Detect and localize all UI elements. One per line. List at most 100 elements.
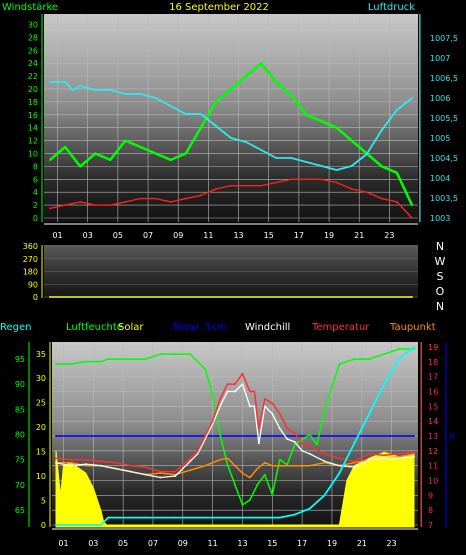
windchill-line-point: [323, 460, 326, 463]
wind-mean-line-point: [109, 204, 112, 206]
temperature-line-point: [226, 383, 229, 385]
pressure-line-point: [290, 157, 293, 159]
chart-title: 16 September 2022: [169, 2, 269, 13]
temperature-right-tick-label: 12: [428, 447, 438, 456]
soil-temp-line-point: [413, 435, 415, 437]
temperature-line-point: [196, 449, 199, 452]
direction-compass-label: N: [436, 240, 444, 253]
wind-x-tick-label: 01: [52, 231, 62, 240]
humidity-line-point: [383, 353, 386, 355]
windchill-line-point: [226, 390, 229, 393]
windchill-line-point: [159, 476, 162, 479]
humidity-line-point: [70, 363, 72, 366]
humidity-line-point: [226, 463, 229, 466]
humidity-line-point: [55, 363, 57, 366]
temperature-line-point: [398, 452, 400, 455]
wind-left-tick-label: 14: [28, 124, 38, 133]
wind-mean-line-point: [411, 217, 413, 219]
rain-left-tick-label: 5: [41, 497, 46, 506]
wind-mean-line-point: [350, 188, 353, 190]
windchill-line-point: [189, 460, 192, 463]
dewpoint-line-point: [263, 461, 266, 464]
windchill-line-point: [174, 475, 177, 477]
rain-line-point: [293, 513, 296, 516]
pressure-line-point: [335, 169, 338, 171]
pressure-right-tick-label: 1004: [430, 174, 450, 183]
windchill-line-point: [353, 466, 356, 469]
legend-label-temp-5cm: Temp. 5cm: [171, 322, 227, 333]
windchill-line-point: [383, 457, 386, 460]
pressure-line-point: [79, 85, 82, 87]
dewpoint-line-point: [256, 467, 259, 470]
humidity-line-point: [189, 353, 192, 355]
wind-speed-line-point: [199, 126, 202, 129]
temperature-line-point: [55, 457, 57, 460]
wind-speed-line-point: [79, 165, 82, 168]
temperature-line-point: [301, 442, 304, 445]
wind-x-tick-label: 11: [203, 231, 213, 240]
windchill-line-point: [249, 405, 251, 408]
wind-x-tick-label: 05: [113, 231, 123, 240]
humidity-line-point: [271, 493, 274, 496]
temperature-line-point: [70, 458, 72, 461]
humidity-line-point: [211, 393, 214, 396]
pressure-line-point: [124, 93, 127, 95]
pressure-line-point: [49, 81, 51, 83]
humidity-line-point: [316, 443, 318, 446]
humidity-line-point: [107, 358, 110, 360]
windchill-line-point: [234, 390, 236, 393]
temperature-right-tick-label: 15: [428, 402, 438, 411]
windchill-line-point: [253, 405, 256, 408]
wind-x-tick-label: 19: [324, 231, 334, 240]
temperature-line-point: [241, 372, 244, 375]
dewpoint-line-point: [204, 464, 207, 467]
wind-mean-line-point: [79, 200, 82, 203]
wind-speed-line-point: [260, 62, 263, 65]
temperature-line-point: [84, 458, 87, 461]
windchill-line-point: [144, 473, 147, 476]
humidity-line-point: [114, 358, 117, 360]
temperature-line-point: [144, 466, 147, 469]
temperature-line-point: [253, 390, 256, 393]
pressure-line-point: [260, 149, 263, 151]
rain-line: [56, 346, 415, 526]
pressure-right-tick-label: 1006,5: [430, 74, 458, 83]
wind-mean-line-point: [335, 181, 338, 184]
temperature-line-point: [219, 397, 221, 400]
rain-line-point: [383, 383, 386, 385]
temperature-line-point: [383, 454, 386, 457]
dewpoint-line-point: [211, 461, 214, 464]
dewpoint-line-point: [241, 472, 244, 474]
humidity-line-point: [368, 358, 371, 360]
wind-speed-line-point: [320, 120, 323, 123]
humidity-line-point: [398, 348, 400, 350]
humidity-line-point: [99, 360, 102, 363]
temperature-line-point: [114, 461, 117, 464]
pressure-line-point: [411, 97, 413, 99]
pressure-right-tick-label: 1005,5: [430, 114, 458, 123]
windchill-line-point: [70, 464, 72, 467]
temperature-line-point: [278, 412, 281, 415]
pressure-line-point: [154, 97, 157, 99]
rain-line-point: [174, 516, 177, 519]
windchill-line-point: [398, 457, 400, 460]
wind-x-tick-label: 23: [384, 231, 394, 240]
humidity-line-point: [413, 348, 415, 350]
temperature-line-point: [323, 452, 326, 455]
climate-x-tick-label: 03: [88, 539, 98, 548]
direction-tick-label: 270: [23, 255, 38, 264]
dewpoint-line-point: [278, 464, 281, 467]
wind-mean-line-point: [320, 178, 323, 181]
wind-left-tick-label: 8: [33, 162, 38, 171]
wind-left-tick-label: 4: [33, 188, 38, 197]
wind-mean-line-point: [184, 197, 187, 200]
humidity-line-point: [353, 358, 356, 360]
humidity-line-point: [338, 363, 341, 366]
pressure-right-tick-label: 1007,5: [430, 34, 458, 43]
temperature-line-point: [174, 470, 177, 473]
rain-line-point: [234, 516, 236, 519]
legend-label-regen: Regen: [0, 322, 32, 333]
rain-left-tick-label: 15: [36, 448, 46, 457]
rain-line-point: [107, 516, 110, 519]
